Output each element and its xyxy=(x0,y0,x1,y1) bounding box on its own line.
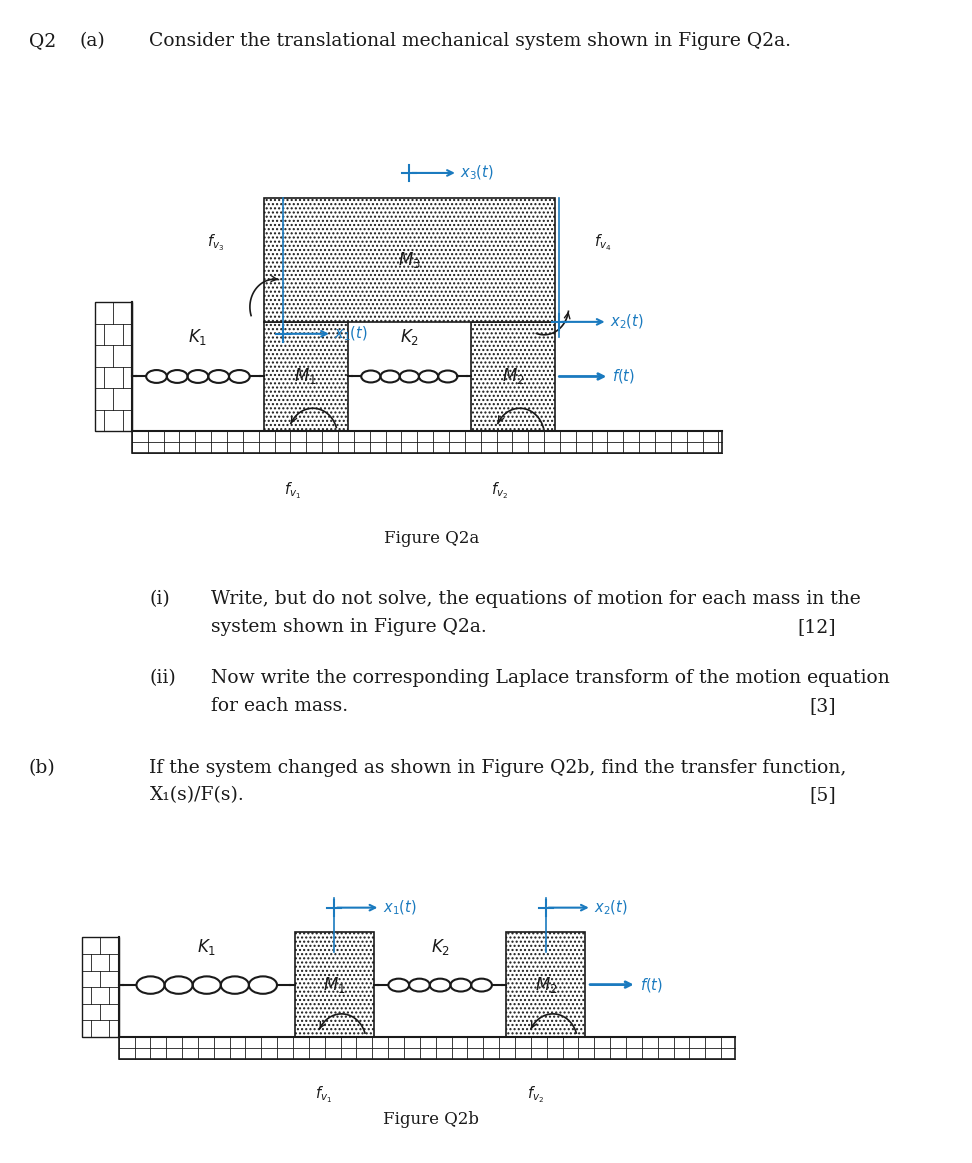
Text: $M_1$: $M_1$ xyxy=(295,366,317,386)
Text: $M_2$: $M_2$ xyxy=(535,975,557,994)
Text: $x_2(t)$: $x_2(t)$ xyxy=(594,899,628,916)
Text: $x_1(t)$: $x_1(t)$ xyxy=(383,899,417,916)
Text: If the system changed as shown in Figure Q2b, find the transfer function,: If the system changed as shown in Figure… xyxy=(150,758,847,777)
Text: $x_3(t)$: $x_3(t)$ xyxy=(461,164,494,183)
Text: [5]: [5] xyxy=(810,786,837,805)
Bar xyxy=(264,322,348,431)
Text: $f(t)$: $f(t)$ xyxy=(612,368,635,385)
Text: $K_2$: $K_2$ xyxy=(399,327,419,347)
Text: Write, but do not solve, the equations of motion for each mass in the: Write, but do not solve, the equations o… xyxy=(211,590,861,608)
Text: $M_2$: $M_2$ xyxy=(502,366,524,386)
Text: $f_{v_2}$: $f_{v_2}$ xyxy=(527,1084,543,1105)
Bar xyxy=(295,933,374,1036)
Text: $K_2$: $K_2$ xyxy=(431,937,450,957)
Text: X₁(s)/F(s).: X₁(s)/F(s). xyxy=(150,786,244,805)
Text: (i): (i) xyxy=(150,590,170,608)
Text: $f_{v_3}$: $f_{v_3}$ xyxy=(207,233,225,252)
Text: $f_{v_2}$: $f_{v_2}$ xyxy=(491,480,508,501)
Text: (ii): (ii) xyxy=(150,670,176,687)
Text: (a): (a) xyxy=(79,31,105,50)
Bar xyxy=(264,198,555,322)
Text: $f_{v_1}$: $f_{v_1}$ xyxy=(315,1084,332,1105)
Text: Figure Q2a: Figure Q2a xyxy=(384,530,479,548)
Text: $f_{v_1}$: $f_{v_1}$ xyxy=(284,480,301,501)
Text: Consider the translational mechanical system shown in Figure Q2a.: Consider the translational mechanical sy… xyxy=(150,31,791,50)
Text: $K_1$: $K_1$ xyxy=(189,327,208,347)
Text: $M_3$: $M_3$ xyxy=(398,250,421,270)
Text: $x_1(t)$: $x_1(t)$ xyxy=(334,324,368,343)
Text: for each mass.: for each mass. xyxy=(211,697,348,715)
Text: Q2: Q2 xyxy=(29,31,56,50)
Text: $x_2(t)$: $x_2(t)$ xyxy=(610,313,643,331)
Text: [3]: [3] xyxy=(810,697,837,715)
Text: $f(t)$: $f(t)$ xyxy=(641,976,663,993)
Text: $K_1$: $K_1$ xyxy=(197,937,217,957)
Bar xyxy=(119,1036,735,1058)
Bar xyxy=(82,937,119,1036)
Text: Figure Q2b: Figure Q2b xyxy=(383,1111,479,1128)
Bar xyxy=(95,302,132,431)
Text: Now write the corresponding Laplace transform of the motion equation: Now write the corresponding Laplace tran… xyxy=(211,670,890,687)
Bar xyxy=(471,322,555,431)
Text: $f_{v_4}$: $f_{v_4}$ xyxy=(594,233,611,252)
Bar xyxy=(132,431,722,452)
Text: (b): (b) xyxy=(29,758,55,777)
Text: [12]: [12] xyxy=(798,618,837,636)
Text: system shown in Figure Q2a.: system shown in Figure Q2a. xyxy=(211,618,487,636)
Bar xyxy=(506,933,585,1036)
Text: $M_1$: $M_1$ xyxy=(323,975,346,994)
